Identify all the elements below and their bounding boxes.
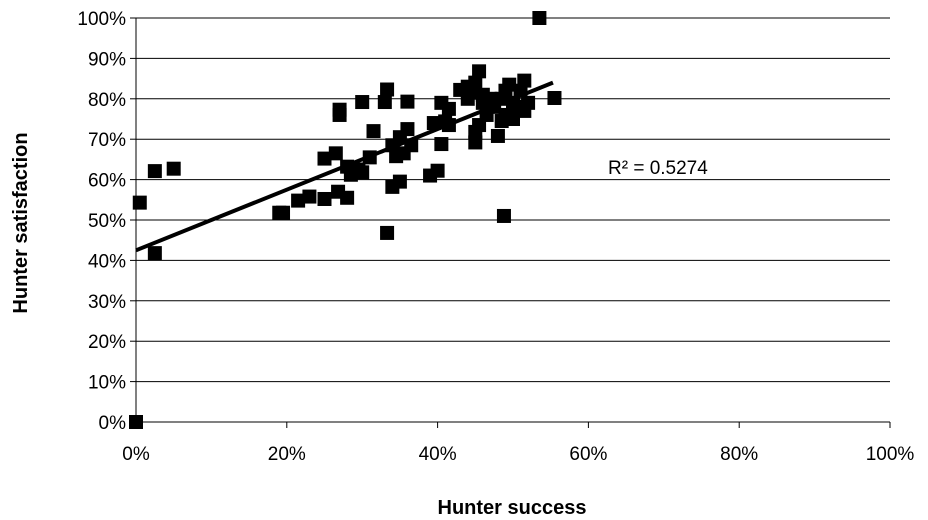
data-point bbox=[328, 146, 343, 161]
x-tick-label: 0% bbox=[122, 444, 150, 465]
y-tick-label: 0% bbox=[99, 413, 127, 434]
data-point bbox=[380, 82, 395, 97]
y-tick-label: 90% bbox=[88, 49, 126, 70]
data-point bbox=[468, 135, 483, 150]
y-tick-label: 70% bbox=[88, 130, 126, 151]
y-tick-label: 100% bbox=[77, 9, 126, 30]
data-point bbox=[276, 205, 291, 220]
data-point bbox=[430, 163, 445, 178]
data-point bbox=[317, 191, 332, 206]
y-tick-label: 20% bbox=[88, 332, 126, 353]
data-point bbox=[355, 95, 370, 110]
data-point bbox=[496, 208, 511, 223]
data-point bbox=[302, 189, 317, 204]
data-point bbox=[129, 415, 143, 429]
data-point bbox=[400, 122, 415, 137]
x-tick-label: 60% bbox=[569, 444, 607, 465]
data-point bbox=[317, 151, 332, 166]
data-point bbox=[377, 95, 392, 110]
data-point bbox=[521, 95, 536, 110]
data-point bbox=[441, 101, 456, 116]
x-axis-title: Hunter success bbox=[438, 497, 587, 519]
data-point bbox=[166, 161, 181, 176]
y-axis-title: Hunter satisfaction bbox=[10, 132, 32, 313]
y-tick-label: 60% bbox=[88, 171, 126, 192]
data-point bbox=[340, 190, 355, 205]
data-point bbox=[517, 73, 532, 88]
data-point bbox=[506, 112, 520, 126]
y-tick-labels: 0% 10% 20% 30% 40% 50% 60% 70% 80% 90% 100% bbox=[77, 9, 126, 434]
y-tick-label: 80% bbox=[88, 90, 126, 111]
y-tick-label: 10% bbox=[88, 373, 126, 394]
data-point bbox=[147, 246, 162, 261]
trendline-group bbox=[135, 80, 554, 253]
data-point bbox=[532, 11, 547, 25]
data-point bbox=[392, 174, 407, 189]
data-point bbox=[426, 116, 441, 131]
y-tick-label: 30% bbox=[88, 292, 126, 313]
data-point bbox=[332, 102, 347, 117]
x-tick-label: 20% bbox=[268, 444, 306, 465]
data-point bbox=[400, 94, 415, 109]
data-point bbox=[291, 193, 306, 208]
data-point bbox=[380, 225, 395, 240]
data-point bbox=[147, 164, 162, 179]
data-point bbox=[366, 124, 381, 139]
data-point bbox=[490, 128, 505, 143]
x-tick-labels: 0% 20% 40% 60% 80% 100% bbox=[122, 444, 914, 465]
data-point bbox=[434, 137, 449, 152]
data-point bbox=[468, 75, 483, 90]
y-tick-label: 40% bbox=[88, 251, 126, 272]
x-tick-label: 40% bbox=[419, 444, 457, 465]
data-point bbox=[547, 90, 562, 105]
data-point bbox=[132, 195, 147, 210]
trendline bbox=[135, 80, 554, 253]
data-point bbox=[502, 77, 517, 92]
y-tick-label: 50% bbox=[88, 211, 126, 232]
data-point bbox=[472, 64, 487, 79]
r-squared-annotation: R² = 0.5274 bbox=[608, 158, 708, 179]
x-tick-label: 80% bbox=[720, 444, 758, 465]
data-point bbox=[355, 165, 370, 180]
x-tick-label: 100% bbox=[866, 444, 915, 465]
